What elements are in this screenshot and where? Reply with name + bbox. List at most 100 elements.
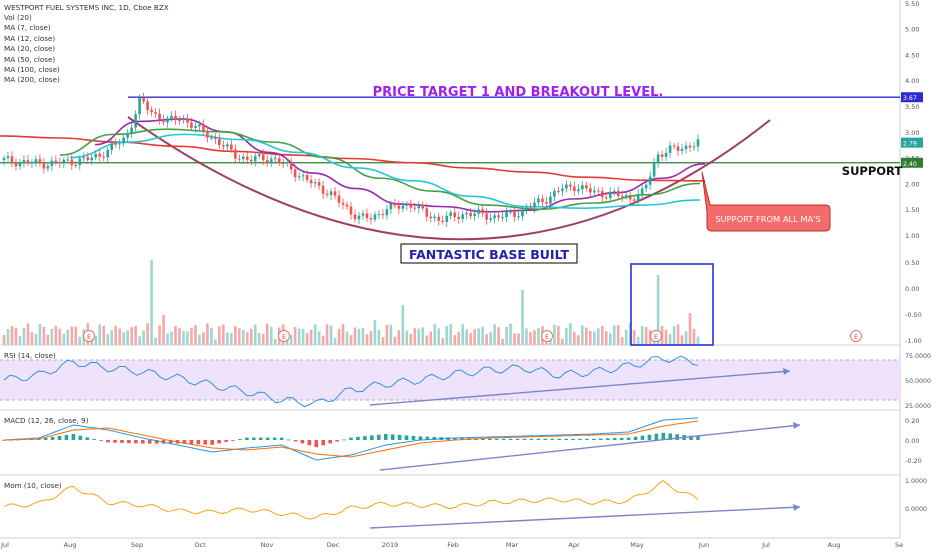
- candle-body: [640, 188, 644, 195]
- macd-histogram-bar: [494, 438, 499, 440]
- candle-body: [309, 180, 313, 184]
- candle-body: [612, 190, 616, 192]
- macd-histogram-bar: [564, 438, 568, 440]
- volume-bar: [30, 332, 34, 345]
- macd-histogram-bar: [515, 438, 520, 440]
- volume-bar: [405, 330, 409, 345]
- volume-bar: [78, 336, 82, 345]
- candle-body: [521, 209, 524, 217]
- volume-bar: [525, 328, 528, 345]
- candle-body: [305, 175, 309, 181]
- candle-body: [162, 119, 165, 123]
- volume-bar: [365, 334, 369, 345]
- time-tick-label: Jul: [0, 541, 9, 549]
- earnings-marker: [850, 330, 862, 342]
- volume-bar: [509, 323, 512, 345]
- volume-bar: [473, 329, 476, 345]
- candle-body: [369, 218, 373, 220]
- symbol-title: WESTPORT FUEL SYSTEMS INC, 1D, Cboe BZX: [4, 3, 169, 12]
- volume-bar: [273, 338, 277, 345]
- macd-histogram-bar: [92, 439, 97, 440]
- volume-bar: [249, 328, 253, 345]
- volume-bar: [6, 329, 10, 345]
- candle-body: [696, 139, 700, 147]
- candle-body: [277, 158, 281, 164]
- volume-bar: [628, 323, 632, 345]
- macd-histogram-bar: [411, 435, 416, 440]
- volume-bar: [632, 330, 636, 345]
- volume-bar: [429, 331, 433, 345]
- candle-body: [433, 216, 437, 219]
- volume-bar: [170, 331, 173, 345]
- macd-histogram-bar: [578, 438, 582, 440]
- price-tick-label: 1.50: [905, 206, 919, 214]
- volume-bar: [600, 325, 604, 345]
- macd-histogram-bar: [217, 440, 221, 444]
- indicator-label: MA (100, close): [4, 65, 60, 74]
- candle-body: [405, 204, 409, 206]
- macd-histogram-bar: [585, 438, 589, 440]
- candle-body: [70, 159, 74, 165]
- candle-body: [437, 216, 441, 221]
- volume-bar: [38, 323, 42, 345]
- candle-body: [214, 137, 217, 140]
- volume-bar: [186, 331, 189, 345]
- time-tick-label: 2019: [382, 541, 399, 549]
- candle-body: [385, 209, 389, 216]
- candle-body: [218, 139, 221, 146]
- candle-body: [656, 154, 660, 163]
- macd-signal-line: [3, 420, 699, 458]
- macd-histogram-bar: [356, 436, 360, 440]
- macd-histogram-bar: [85, 437, 90, 440]
- volume-bar: [134, 325, 137, 345]
- candle-body: [660, 154, 664, 157]
- price-tick-label: 1.00: [905, 232, 919, 240]
- volume-bar: [608, 333, 612, 345]
- candle-body: [461, 214, 464, 220]
- candle-body: [537, 198, 540, 203]
- candle-body: [297, 176, 301, 178]
- volume-bar: [333, 337, 337, 345]
- earnings-marker-label: E: [282, 333, 286, 341]
- candle-body: [365, 213, 369, 219]
- time-tick-label: Dec: [327, 541, 340, 549]
- volume-bar: [218, 326, 221, 345]
- volume-bar: [393, 336, 397, 345]
- candle-body: [54, 160, 58, 162]
- macd-histogram-bar: [279, 437, 284, 440]
- time-tick-label: Jul: [761, 541, 770, 549]
- earnings-marker: [650, 330, 662, 342]
- volume-bar: [445, 325, 449, 345]
- volume-bar: [616, 325, 620, 345]
- volume-bar: [417, 328, 421, 345]
- volume-bar: [644, 326, 648, 345]
- volume-bar: [142, 330, 145, 345]
- time-tick-label: Nov: [261, 541, 274, 549]
- volume-bar: [293, 326, 297, 345]
- price-tick-label: 3.00: [905, 129, 919, 137]
- candle-body: [345, 204, 349, 207]
- candle-body: [269, 158, 273, 163]
- candle-body: [644, 184, 648, 189]
- candle-body: [210, 137, 213, 139]
- candle-body: [285, 162, 289, 164]
- price-tick-label: 4.00: [905, 77, 919, 85]
- candle-body: [561, 188, 564, 192]
- volume-bar: [361, 328, 365, 345]
- candle-body: [14, 162, 18, 167]
- candle-body: [525, 207, 528, 210]
- volume-bar: [14, 327, 18, 345]
- volume-bar: [309, 329, 313, 345]
- volume-bar: [517, 333, 520, 345]
- candle-body: [465, 212, 468, 215]
- macd-histogram-bar: [571, 438, 575, 440]
- macd-histogram-bar: [404, 435, 409, 440]
- candle-body: [234, 149, 237, 159]
- volume-bar: [305, 333, 309, 345]
- macd-trend-arrowhead: [793, 422, 800, 429]
- volume-bar: [604, 331, 608, 345]
- macd-histogram-bar: [300, 440, 305, 444]
- macd-histogram-bar: [370, 435, 374, 440]
